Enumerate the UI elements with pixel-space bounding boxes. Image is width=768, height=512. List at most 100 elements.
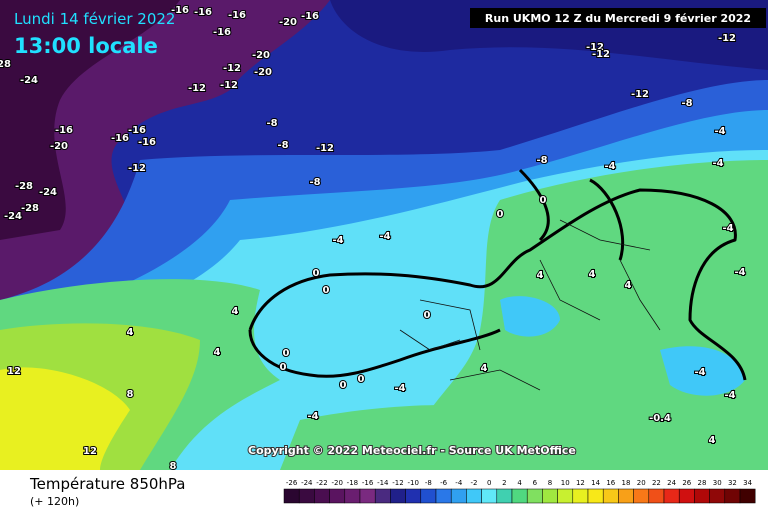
contour-label: -12 (188, 83, 206, 94)
contour-label: 12 (83, 446, 97, 457)
scale-label: -18 (347, 479, 358, 487)
run-box (470, 8, 766, 28)
contour-label: 4 (537, 270, 544, 281)
contour-label: -8 (309, 177, 320, 188)
scale-label: -14 (377, 479, 389, 487)
color-scale: -26 -24 -22 -20 -18 -16 -14 -12 -10 -8 -6 -4 -2 0 2 4 6 8… (283, 479, 756, 504)
scale-label: -22 (316, 479, 327, 487)
scale-label: 34 (743, 479, 752, 487)
scale-swatch (359, 488, 376, 504)
contour-label: -20 (279, 17, 297, 28)
scale-swatch (420, 488, 437, 504)
contour-label: -24 (39, 187, 57, 198)
contour-label: -4 (722, 223, 733, 234)
contour-label: -4 (712, 158, 723, 169)
contour-label: 0 (497, 209, 504, 220)
contour-label: -4 (394, 383, 405, 394)
scale-label: -26 (286, 479, 298, 487)
contour-label: 0 (424, 310, 431, 321)
scale-swatch (633, 488, 650, 504)
run-info: Run UKMO 12 Z du Mercredi 9 février 2022 (485, 12, 751, 25)
contour-label: 0 (358, 374, 365, 385)
scale-label: 4 (517, 479, 522, 487)
contour-label: -4 (604, 161, 615, 172)
scale-label: 18 (622, 479, 631, 487)
contour-label: -0.4 (649, 413, 671, 424)
contour-label: -8 (277, 140, 288, 151)
scale-swatch (374, 488, 391, 504)
contour-label: 0 (313, 268, 320, 279)
scale-label: 28 (698, 479, 707, 487)
scale-swatch (557, 488, 574, 504)
scale-swatch (496, 488, 513, 504)
contour-label: -24 (20, 75, 38, 86)
scale-label: -8 (425, 479, 432, 487)
scale-label: -12 (392, 479, 403, 487)
contour-label: -20 (252, 50, 270, 61)
scale-swatch (526, 488, 543, 504)
contour-label: -12 (592, 49, 610, 60)
scale-swatch (648, 488, 665, 504)
contour-label: -4 (379, 231, 390, 242)
contour-label: -20 (254, 67, 272, 78)
contour-label: -12 (223, 63, 241, 74)
scale-swatch (678, 488, 695, 504)
contour-label: 0 (283, 348, 290, 359)
scale-swatch (283, 488, 300, 504)
contour-label: -16 (194, 7, 212, 18)
scale-swatch (390, 488, 406, 504)
contour-label: -8 (266, 118, 277, 129)
contour-label: -16 (301, 11, 319, 22)
scale-swatch (329, 488, 346, 504)
contour-label: -16 (138, 137, 156, 148)
contour-label: 0 (340, 380, 347, 391)
scale-label: -20 (331, 479, 342, 487)
lead-time: (+ 120h) (30, 495, 79, 508)
contour-label: 0 (323, 285, 330, 296)
scale-label: 0 (487, 479, 491, 487)
scale-swatch (314, 488, 330, 504)
scale-label: -10 (407, 479, 418, 487)
contour-label: -4 (734, 267, 745, 278)
scale-swatch (618, 488, 634, 504)
contour-label: -12 (631, 89, 649, 100)
contour-label: -8 (536, 155, 547, 166)
contour-label: 4 (214, 347, 221, 358)
field-title: Température 850hPa (29, 475, 186, 493)
forecast-time: 13:00 locale (14, 34, 158, 58)
scale-label: 22 (652, 479, 661, 487)
contour-label: 4 (709, 435, 716, 446)
scale-swatch (450, 488, 467, 504)
contour-label: -4 (714, 126, 725, 137)
scale-swatch (298, 488, 315, 504)
scale-swatch (572, 488, 589, 504)
contour-label: -16 (111, 133, 129, 144)
scale-label: -16 (362, 479, 374, 487)
scale-swatch (663, 488, 680, 504)
contour-label: -28 (21, 203, 39, 214)
scale-swatch (405, 488, 422, 504)
scale-swatch (344, 488, 361, 504)
scale-label: -24 (301, 479, 313, 487)
contour-label: -16 (55, 125, 73, 136)
scale-swatch (739, 488, 756, 504)
scale-label: -6 (440, 479, 448, 487)
contour-label: 12 (7, 366, 21, 377)
contour-label: 4 (127, 327, 134, 338)
scale-label: -2 (471, 479, 478, 487)
contour-label: -20 (50, 141, 68, 152)
scale-label: -4 (455, 479, 463, 487)
contour-label: -12 (316, 143, 334, 154)
contour-label: -4 (694, 367, 705, 378)
contour-label: 28 (0, 59, 11, 70)
scale-label: 8 (548, 479, 552, 487)
contour-label: -4 (332, 235, 343, 246)
contour-label: 4 (589, 269, 596, 280)
scale-swatch (466, 488, 482, 504)
contour-label: -12 (718, 33, 736, 44)
scale-label: 20 (637, 479, 646, 487)
scale-label: 30 (713, 479, 722, 487)
scale-label: 12 (576, 479, 585, 487)
contour-labels: -16 -16 -16-20-16-16-12-20-12-12-20-24-16-… (0, 4, 747, 473)
